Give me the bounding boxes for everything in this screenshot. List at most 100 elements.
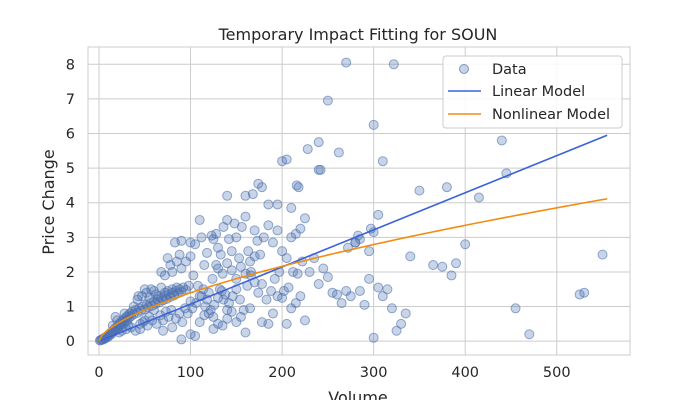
data-point [240,211,251,222]
x-tick-label: 400 [451,365,479,381]
nonlinear-model-line [98,197,608,342]
x-tick-label: 0 [94,365,103,381]
data-point [177,317,188,328]
data-point [190,330,201,341]
data-point [222,258,233,269]
data-point [313,137,324,148]
data-point [133,291,144,302]
data-point [176,334,187,345]
data-point [405,251,416,262]
model-lines [98,134,608,342]
data-point [373,282,384,293]
data-point [313,279,324,290]
data-point [269,273,280,284]
data-point [364,246,375,257]
data-point [400,308,411,319]
data-point [255,249,266,260]
y-tick-label: 1 [66,300,75,316]
data-point [183,280,194,291]
data-point [208,234,219,245]
data-point [243,246,254,257]
data-point [217,268,228,279]
data-point [253,178,264,189]
legend-box [442,55,623,129]
data-point [341,57,352,68]
data-point [281,318,292,329]
data-point [235,261,246,272]
data-point [171,282,182,293]
data-point [185,251,196,262]
data-point [272,199,283,210]
data-point [322,95,333,106]
y-tick-label: 4 [66,196,75,212]
data-point [231,232,242,243]
data-point [253,287,264,298]
data-point [377,156,388,167]
data-point [249,251,260,262]
data-point [226,265,237,276]
data-point [226,246,237,257]
data-point [167,266,178,277]
data-point [446,270,457,281]
data-point [460,239,471,250]
data-point [167,322,178,333]
y-tick-label: 8 [66,57,75,73]
y-axis-label: Price Change [39,149,58,254]
data-point [597,249,608,260]
data-point [437,261,448,272]
x-axis-label: Volume [328,388,388,400]
data-point [451,258,462,269]
legend-label-linear: Linear Model [492,84,585,100]
data-point [318,263,329,274]
data-point [234,294,245,305]
data-point [202,247,213,258]
data-point [354,285,365,296]
data-point [332,289,343,300]
data-point [158,325,169,336]
data-point [174,249,185,260]
data-point [196,232,207,243]
data-point [258,232,269,243]
data-point [299,315,310,326]
data-point [345,291,356,302]
y-tick-labels: 0 1 2 3 4 5 6 7 8 [66,57,75,350]
data-point [110,311,121,322]
data-point [190,239,201,250]
y-tick-label: 3 [66,230,75,246]
linear-model-line [98,134,608,342]
data-point [299,213,310,224]
data-point [333,147,344,158]
y-tick-label: 6 [66,127,75,143]
data-point [364,273,375,284]
data-point [304,266,315,277]
data-point [267,237,278,248]
x-tick-label: 300 [360,365,388,381]
data-point [211,228,222,239]
data-point [176,263,187,274]
data-point [226,306,237,317]
x-tick-label: 500 [543,365,571,381]
x-tick-label: 100 [177,365,205,381]
data-point [441,182,452,193]
data-point [194,215,205,226]
data-point [336,298,347,309]
legend: Data Linear Model Nonlinear Model [442,55,623,129]
data-point [176,235,187,246]
data-point [267,308,278,319]
data-point [322,272,333,283]
data-point [263,220,274,231]
data-point [359,299,370,310]
data-point [217,320,228,331]
data-point [428,260,439,271]
chart-title: Temporary Impact Fitting for SOUN [218,25,498,44]
axes-frame [87,46,631,356]
data-point [194,317,205,328]
data-point [524,329,535,340]
data-point [293,182,304,193]
data-point [256,279,267,290]
data-point [382,284,393,295]
data-point [263,199,274,210]
data-point [510,303,521,314]
data-point [245,303,256,314]
data-point [388,59,399,70]
